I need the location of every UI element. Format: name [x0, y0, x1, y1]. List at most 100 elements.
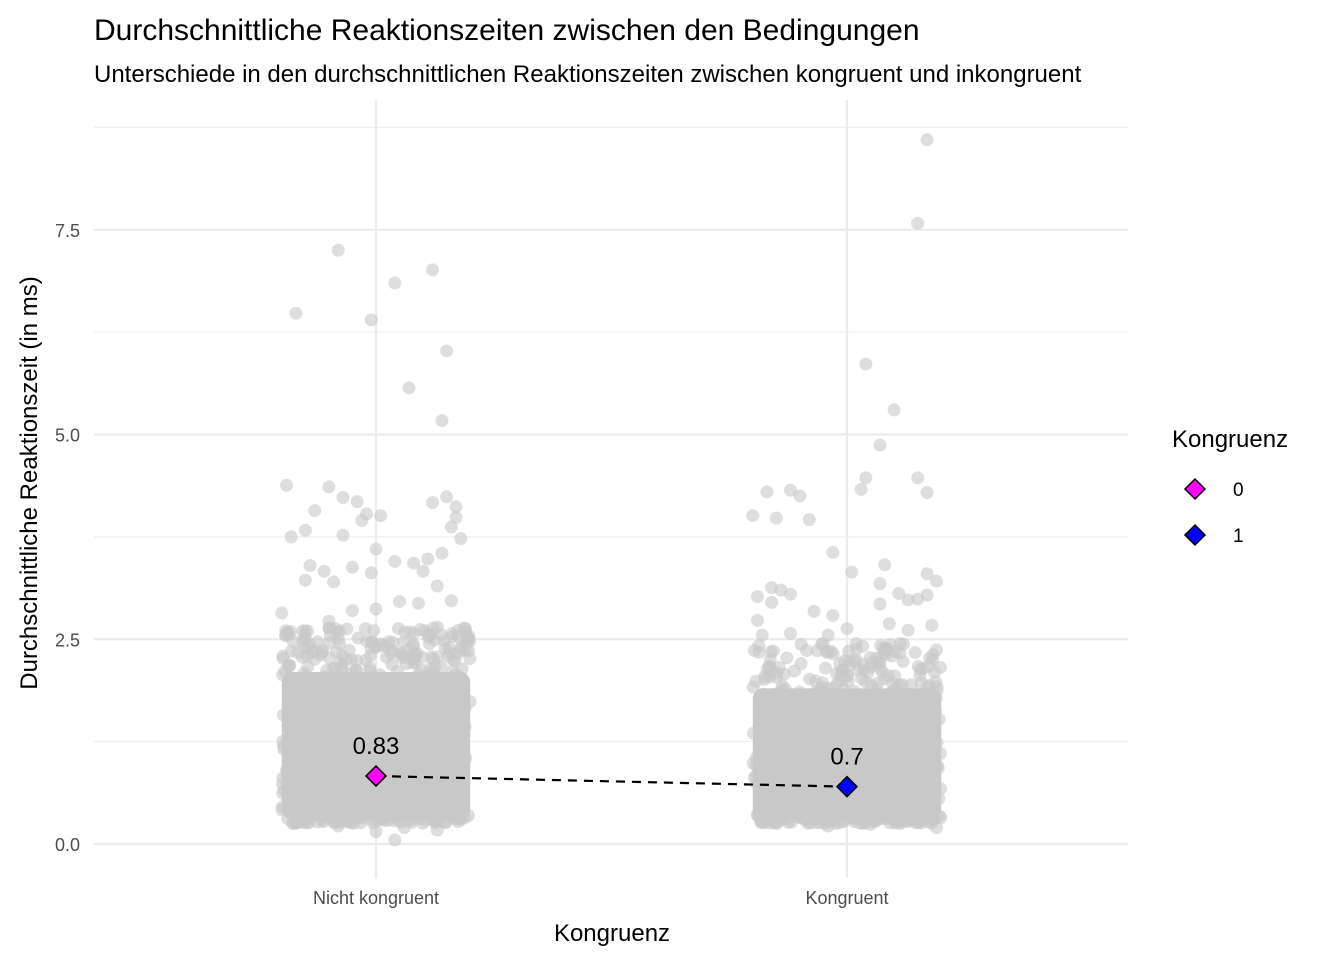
jitter-points	[275, 133, 948, 847]
jitter-point	[878, 558, 892, 572]
jitter-point	[351, 685, 365, 699]
jitter-point	[317, 564, 331, 578]
jitter-point	[418, 806, 432, 820]
jitter-point	[897, 637, 911, 651]
jitter-point	[448, 654, 462, 668]
jitter-point	[788, 704, 802, 718]
jitter-point	[930, 680, 944, 694]
jitter-point	[278, 664, 292, 678]
jitter-point	[377, 745, 391, 759]
jitter-point	[345, 560, 359, 574]
jitter-point	[417, 781, 431, 795]
jitter-point	[867, 729, 881, 743]
jitter-point	[818, 751, 832, 765]
jitter-point	[777, 667, 791, 681]
jitter-point	[295, 650, 309, 664]
jitter-point	[811, 735, 825, 749]
jitter-point	[880, 737, 894, 751]
jitter-point	[436, 764, 450, 778]
jitter-point	[807, 604, 821, 618]
chart-title: Durchschnittliche Reaktionszeiten zwisch…	[94, 14, 920, 47]
jitter-point	[393, 749, 407, 763]
jitter-point	[932, 792, 946, 806]
jitter-point	[879, 783, 893, 797]
jitter-point	[867, 753, 881, 767]
jitter-point	[803, 768, 817, 782]
jitter-point	[430, 823, 444, 837]
jitter-point	[412, 681, 426, 695]
jitter-point	[416, 564, 430, 578]
jitter-point	[449, 500, 463, 514]
jitter-point	[308, 504, 322, 518]
jitter-point	[321, 673, 335, 687]
jitter-point	[440, 490, 454, 504]
jitter-point	[821, 628, 835, 642]
y-tick-label: 0.0	[55, 835, 80, 855]
jitter-point	[300, 776, 314, 790]
jitter-point	[882, 617, 896, 631]
jitter-point	[379, 639, 393, 653]
jitter-point	[289, 306, 303, 320]
y-tick-label: 7.5	[55, 221, 80, 241]
legend-key	[1183, 477, 1207, 501]
jitter-point	[794, 795, 808, 809]
jitter-point	[463, 652, 477, 666]
jitter-point	[308, 789, 322, 803]
jitter-point	[411, 596, 425, 610]
jitter-point	[463, 695, 477, 709]
mean-connector-line	[375, 774, 848, 788]
jitter-point	[446, 630, 460, 644]
jitter-point	[894, 801, 908, 815]
jitter-point	[920, 133, 934, 147]
jitter-point	[875, 665, 889, 679]
jitter-point	[279, 628, 293, 642]
jitter-point	[810, 759, 824, 773]
jitter-point	[369, 542, 383, 556]
jitter-point	[291, 803, 305, 817]
jitter-point	[921, 659, 935, 673]
jitter-point	[385, 688, 399, 702]
jitter-point	[817, 685, 831, 699]
jitter-point	[381, 813, 395, 827]
jitter-point	[401, 692, 415, 706]
jitter-point	[350, 495, 364, 509]
jitter-point	[806, 707, 820, 721]
jitter-point	[358, 622, 372, 636]
legend-key	[1183, 523, 1207, 547]
jitter-point	[760, 752, 774, 766]
jitter-point	[928, 714, 942, 728]
jitter-point	[336, 757, 350, 771]
jitter-point	[896, 744, 910, 758]
jitter-point	[303, 559, 317, 573]
jitter-point	[908, 805, 922, 819]
jitter-point	[873, 438, 887, 452]
jitter-point	[454, 532, 468, 546]
jitter-point	[275, 606, 289, 620]
jitter-point	[336, 528, 350, 542]
jitter-point	[439, 694, 453, 708]
jitter-point	[864, 817, 878, 831]
jitter-point	[402, 381, 416, 395]
jitter-point	[918, 753, 932, 767]
jitter-point	[897, 791, 911, 805]
jitter-point	[755, 714, 769, 728]
jitter-point	[929, 643, 943, 657]
jitter-point	[925, 618, 939, 632]
jitter-point	[818, 661, 832, 675]
jitter-point	[276, 786, 290, 800]
jitter-point	[371, 813, 385, 827]
jitter-point	[796, 746, 810, 760]
jitter-point	[754, 787, 768, 801]
jitter-point	[454, 642, 468, 656]
jitter-point	[448, 668, 462, 682]
chart-subtitle: Unterschiede in den durchschnittlichen R…	[94, 61, 1082, 88]
jitter-point	[407, 627, 421, 641]
jitter-point	[289, 817, 303, 831]
jitter-point	[787, 664, 801, 678]
jitter-point	[397, 821, 411, 835]
jitter-point	[345, 702, 359, 716]
jitter-point	[884, 759, 898, 773]
jitter-point	[424, 748, 438, 762]
jitter-point	[362, 712, 376, 726]
jitter-point	[765, 595, 779, 609]
